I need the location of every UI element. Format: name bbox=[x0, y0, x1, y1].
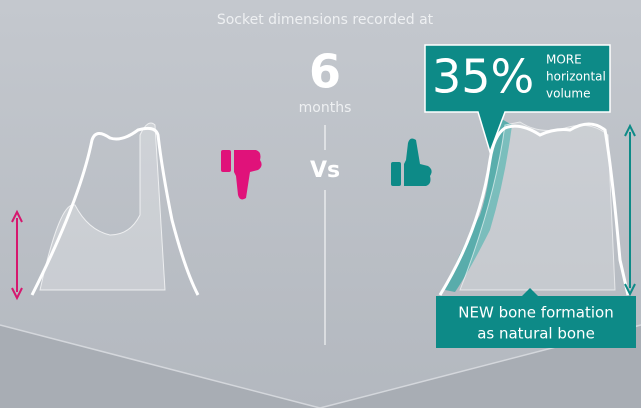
callout-line: MORE bbox=[546, 53, 582, 67]
vs: Vs bbox=[310, 158, 340, 183]
callout-line: volume bbox=[546, 87, 590, 101]
note-line: NEW bone formation bbox=[458, 304, 613, 322]
months-label: months bbox=[299, 100, 352, 116]
months-number: 6 bbox=[309, 45, 341, 99]
note-line: as natural bone bbox=[477, 325, 595, 343]
callout-value: 35% bbox=[432, 50, 534, 104]
callout-line: horizontal bbox=[546, 70, 606, 84]
caption: Socket dimensions recorded at bbox=[217, 12, 434, 28]
infographic: Socket dimensions recorded at 6 months V… bbox=[0, 0, 641, 408]
